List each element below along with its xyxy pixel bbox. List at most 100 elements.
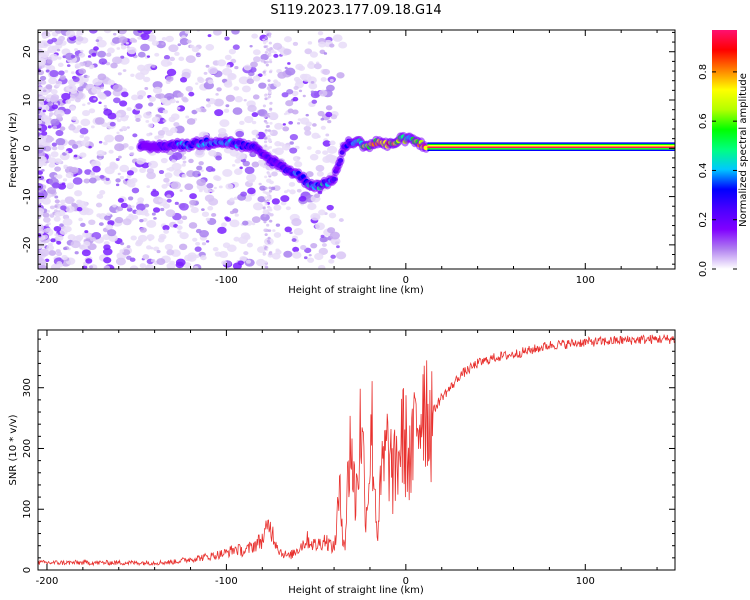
heat-speckle xyxy=(49,96,59,103)
heat-speckle xyxy=(305,171,314,178)
heat-speckle xyxy=(65,99,72,104)
heat-speckle xyxy=(162,119,167,123)
heat-speckle xyxy=(263,41,267,45)
heat-speckle xyxy=(229,149,239,157)
heat-speckle xyxy=(181,173,187,178)
heat-speckle xyxy=(260,53,269,61)
heat-speckle xyxy=(291,90,299,97)
heat-speckle xyxy=(208,149,217,157)
heat-speckle xyxy=(315,222,325,231)
heat-speckle xyxy=(226,244,237,252)
heat-speckle xyxy=(264,31,269,34)
heat-speckle xyxy=(119,175,125,180)
heat-speckle xyxy=(153,216,157,220)
heat-speckle xyxy=(116,118,122,123)
heat-speckle xyxy=(48,114,52,118)
heat-speckle xyxy=(66,182,75,189)
heat-speckle xyxy=(196,178,206,187)
heat-speckle xyxy=(189,193,197,200)
heat-speckle xyxy=(59,223,64,227)
heat-speckle xyxy=(283,36,292,43)
heat-speckle xyxy=(196,165,203,171)
heat-speckle xyxy=(243,251,249,256)
heat-speckle xyxy=(314,193,321,198)
heat-speckle xyxy=(251,161,260,168)
heat-speckle xyxy=(252,94,260,100)
heat-speckle xyxy=(78,217,83,222)
heat-speckle xyxy=(197,173,201,177)
heat-speckle xyxy=(55,83,61,88)
heat-speckle xyxy=(189,44,195,49)
heat-speckle xyxy=(206,98,211,102)
heat-speckle xyxy=(55,80,60,84)
heat-speckle xyxy=(218,185,223,189)
heat-speckle xyxy=(54,199,60,204)
heat-speckle xyxy=(49,205,55,210)
heat-speckle xyxy=(118,155,122,159)
heat-speckle xyxy=(151,212,156,216)
heat-speckle xyxy=(152,86,163,94)
heat-speckle xyxy=(271,171,278,177)
heat-speckle xyxy=(63,108,71,115)
heat-speckle xyxy=(108,149,114,154)
heat-speckle xyxy=(72,177,83,185)
heat-speckle xyxy=(141,162,150,169)
heat-speckle xyxy=(116,112,122,117)
heat-speckle xyxy=(206,183,214,189)
heat-speckle xyxy=(131,214,139,220)
heat-speckle xyxy=(88,145,92,149)
heat-speckle xyxy=(56,261,63,266)
heat-speckle xyxy=(214,251,222,257)
heat-speckle xyxy=(308,253,312,257)
heat-speckle xyxy=(71,116,78,121)
heat-speckle xyxy=(327,119,332,124)
heat-speckle xyxy=(330,254,336,259)
heat-speckle xyxy=(213,186,217,190)
heat-speckle xyxy=(134,114,142,120)
heat-speckle xyxy=(137,95,144,100)
heat-speckle xyxy=(264,186,268,190)
heat-speckle xyxy=(54,158,62,165)
heat-speckle xyxy=(257,159,265,165)
heat-speckle xyxy=(64,196,75,204)
heat-speckle xyxy=(308,82,318,90)
heat-speckle xyxy=(145,111,152,116)
heat-speckle xyxy=(229,219,240,228)
heat-speckle xyxy=(215,92,219,96)
heat-speckle xyxy=(262,190,266,194)
heat-speckle xyxy=(181,163,186,167)
heat-speckle xyxy=(50,238,56,243)
heat-speckle xyxy=(219,119,230,128)
heat-speckle xyxy=(47,33,51,37)
heat-speckle xyxy=(252,75,261,82)
heat-speckle xyxy=(310,242,318,249)
heat-speckle xyxy=(251,216,261,223)
heat-speckle xyxy=(199,229,209,238)
heat-speckle xyxy=(156,258,166,266)
snr-frame xyxy=(37,329,676,571)
colorbar-label: Normalized spectral amplitude xyxy=(738,73,749,227)
figure-title: S119.2023.177.09.18.G14 xyxy=(270,3,441,18)
heat-speckle xyxy=(273,204,282,211)
heat-speckle xyxy=(317,31,324,36)
heat-speckle xyxy=(161,183,168,189)
heat-speckle xyxy=(329,43,335,48)
heat-speckle xyxy=(98,157,102,161)
heat-speckle xyxy=(309,51,319,58)
heat-speckle xyxy=(293,227,304,236)
heat-speckle xyxy=(38,248,50,257)
heat-speckle xyxy=(165,209,176,218)
heat-speckle xyxy=(232,164,236,167)
heat-speckle xyxy=(150,259,156,263)
heat-speckle xyxy=(99,190,106,195)
heat-speckle xyxy=(146,171,156,180)
heat-speckle xyxy=(64,69,69,73)
colorbar-tick-label: 0.8 xyxy=(698,64,709,80)
y-tick-label: -10 xyxy=(22,188,33,204)
heat-speckle xyxy=(280,195,290,203)
heat-speckle xyxy=(181,215,188,220)
heat-speckle xyxy=(80,118,91,127)
heat-speckle xyxy=(51,104,59,110)
heat-speckle xyxy=(103,30,112,34)
heat-speckle xyxy=(121,126,127,131)
